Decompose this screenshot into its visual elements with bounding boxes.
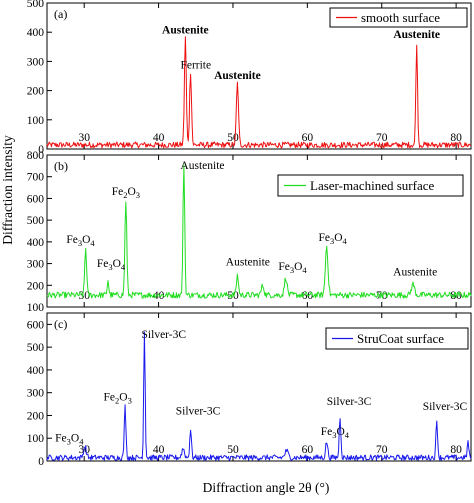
x-tick-label: 40	[153, 290, 165, 302]
peak-annotation: Austenite	[214, 70, 261, 82]
legend-label: Laser-machined surface	[310, 178, 434, 193]
y-tick-label: 300	[27, 56, 45, 68]
y-tick-label: 200	[27, 280, 45, 292]
peak-annotation: Silver-3C	[176, 405, 221, 417]
y-tick-label: 0	[38, 456, 44, 468]
peak-annotation: Silver-3C	[423, 401, 468, 413]
y-tick-label: 500	[27, 0, 45, 10]
x-tick-label: 30	[78, 290, 90, 302]
y-tick-label: 300	[27, 388, 45, 400]
y-tick-label: 400	[27, 237, 45, 249]
panel-label: (a)	[54, 7, 67, 21]
x-tick-label: 50	[227, 290, 239, 302]
peak-annotation: Austenite	[180, 160, 224, 172]
panel-label: (c)	[54, 317, 67, 331]
series-line	[46, 331, 472, 461]
peak-annotation: Fe3O4	[55, 433, 84, 447]
x-tick-label: 30	[78, 132, 90, 144]
panel-c-strucoat-surface: 30 40 50 60 70 800100200300400500600StruCoat …	[27, 312, 472, 468]
x-tick-label: 50	[227, 444, 239, 456]
legend: smooth surface	[329, 7, 468, 28]
y-tick-label: 400	[27, 365, 45, 377]
peak-annotation: Austenite	[226, 257, 270, 269]
y-tick-label: 200	[27, 86, 45, 98]
panel-a-smooth-surface: 30 40 50 60 70 80 0 100 200 300 400 500 smooth surfa…	[27, 0, 472, 156]
series-line	[46, 164, 472, 299]
y-tick-label: 600	[27, 193, 45, 205]
y-tick-label: 400	[27, 27, 45, 39]
y-tick-label: 300	[27, 259, 45, 271]
peak-annotation: Fe2O3	[112, 186, 140, 200]
peak-annotation: Fe3O4	[318, 232, 347, 246]
y-tick-label: 500	[27, 342, 45, 354]
y-tick-label: 100	[27, 433, 45, 445]
y-tick-label: 600	[27, 319, 45, 331]
legend-label: StruCoat surface	[357, 331, 444, 346]
peak-annotation: Austenite	[393, 267, 437, 279]
plot-frame	[46, 312, 472, 462]
legend: StruCoat surface	[325, 327, 469, 350]
x-tick-label: 50	[227, 132, 239, 144]
panel-b-laser-machined-surface: 30 40 50 60 70 80100200300400500600700800Lase…	[27, 150, 472, 314]
legend-label: smooth surface	[361, 10, 440, 25]
peak-annotation: Fe3O4	[278, 261, 307, 275]
peak-annotation: Silver-3C	[327, 396, 372, 408]
peak-annotation: Fe3O4	[97, 258, 126, 272]
plot-frame	[46, 154, 472, 308]
peak-annotation: Austenite	[393, 29, 440, 41]
x-axis-title: Diffraction angle 2θ (°)	[203, 480, 330, 495]
x-tick-label: 80	[450, 444, 462, 456]
x-tick-label: 80	[450, 132, 462, 144]
y-tick-label: 0	[38, 144, 44, 156]
x-tick-label: 70	[376, 132, 388, 144]
y-tick-label: 100	[27, 115, 45, 127]
y-tick-label: 700	[27, 172, 45, 184]
plot-frame	[46, 2, 472, 150]
y-tick-label: 500	[27, 215, 45, 227]
y-tick-label: 100	[27, 302, 45, 314]
series-line	[46, 36, 472, 149]
panel-label: (b)	[54, 159, 68, 173]
legend-box	[329, 7, 468, 28]
legend-box	[277, 174, 464, 197]
y-tick-label: 200	[27, 410, 45, 422]
peak-annotation: Fe3O4	[66, 234, 95, 248]
y-axis-title: Diffraction intensity	[0, 135, 15, 245]
x-tick-label: 70	[376, 444, 388, 456]
x-tick-label: 60	[302, 132, 314, 144]
x-tick-label: 60	[302, 444, 314, 456]
peak-annotation: Silver-3C	[142, 329, 187, 341]
x-tick-label: 40	[153, 132, 165, 144]
y-tick-label: 800	[27, 150, 45, 162]
peak-annotation: Fe3O4	[321, 426, 350, 440]
legend: Laser-machined surface	[277, 174, 464, 197]
legend-box	[325, 327, 469, 350]
peak-annotation: Ferrite	[180, 60, 211, 72]
peak-annotation: Fe2O3	[104, 392, 132, 406]
peak-annotation: Austenite	[162, 25, 209, 37]
x-tick-label: 40	[153, 444, 165, 456]
